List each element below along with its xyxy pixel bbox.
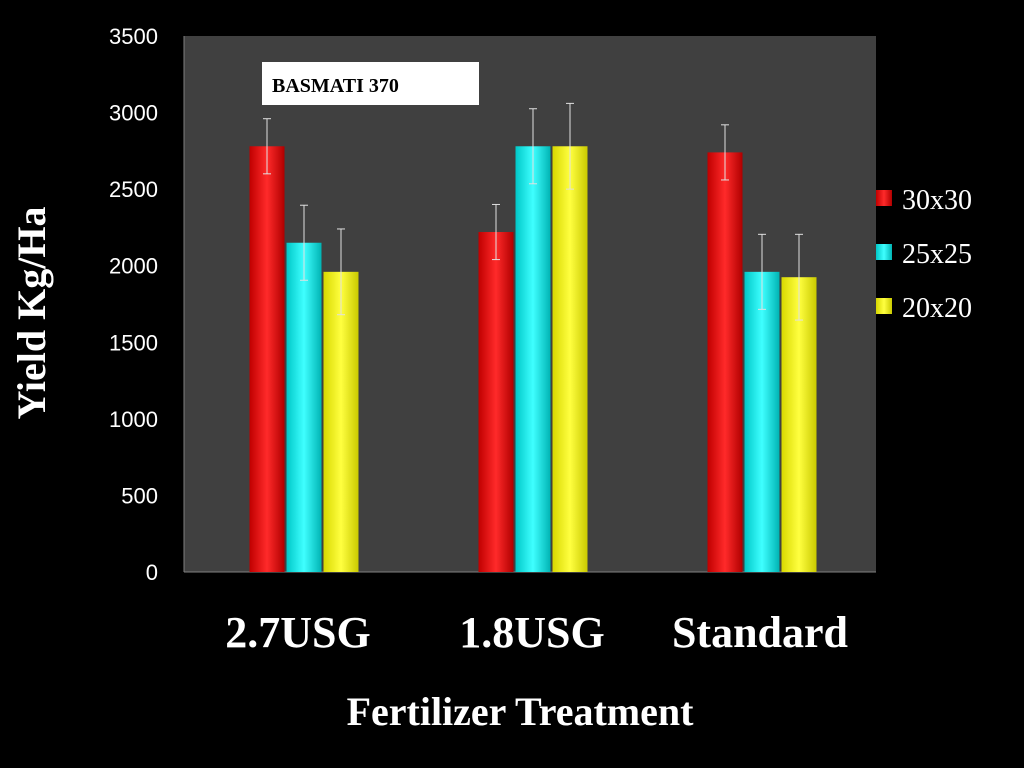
legend-label: 25x25 — [902, 239, 972, 270]
annotation-box — [262, 62, 479, 105]
error-bar — [529, 108, 537, 185]
legend-swatch — [876, 190, 892, 206]
y-tick-labels: 0 500 1000 1500 2000 2500 3000 3500 — [109, 24, 158, 585]
annotation-text: BASMATI 370 — [272, 75, 399, 97]
y-tick-label: 0 — [146, 560, 158, 585]
error-bar — [492, 203, 500, 261]
bar-20x20-2.7USG — [323, 271, 359, 572]
bar-25x25-2.7USG — [286, 242, 322, 572]
legend-swatch — [876, 244, 892, 260]
error-bar — [300, 204, 308, 281]
x-axis-title: Fertilizer Treatment — [347, 689, 695, 734]
legend-label: 30x30 — [902, 185, 972, 216]
bar-30x30-1.8USG — [478, 232, 514, 572]
bar-25x25-1.8USG — [515, 146, 551, 572]
y-axis-title: Yield Kg/Ha — [9, 207, 54, 420]
bar-30x30-Standard — [707, 152, 743, 573]
bars — [249, 146, 817, 573]
category-label: Standard — [672, 608, 848, 657]
legend: 30x30 25x25 20x20 — [876, 185, 972, 324]
y-tick-label: 3000 — [109, 101, 158, 126]
category-label: 1.8USG — [459, 608, 604, 657]
error-bars — [263, 102, 803, 321]
bar-20x20-1.8USG — [552, 146, 588, 572]
y-tick-label: 1500 — [109, 330, 158, 355]
y-tick-label: 2000 — [109, 254, 158, 279]
y-tick-label: 3500 — [109, 24, 158, 49]
y-tick-label: 1000 — [109, 407, 158, 432]
y-tick-label: 500 — [121, 483, 158, 508]
y-tick-label: 2500 — [109, 177, 158, 202]
error-bar — [566, 102, 574, 190]
legend-swatch — [876, 298, 892, 314]
bar-30x30-2.7USG — [249, 146, 285, 572]
error-bar — [337, 228, 345, 316]
error-bar — [758, 233, 766, 310]
legend-label: 20x20 — [902, 293, 972, 324]
category-label: 2.7USG — [225, 608, 370, 657]
bar-20x20-Standard — [781, 277, 817, 572]
error-bar — [721, 124, 729, 181]
category-labels: 2.7USG 1.8USG Standard — [225, 608, 848, 657]
bar-25x25-Standard — [744, 271, 780, 572]
error-bar — [263, 118, 271, 175]
error-bar — [795, 233, 803, 321]
